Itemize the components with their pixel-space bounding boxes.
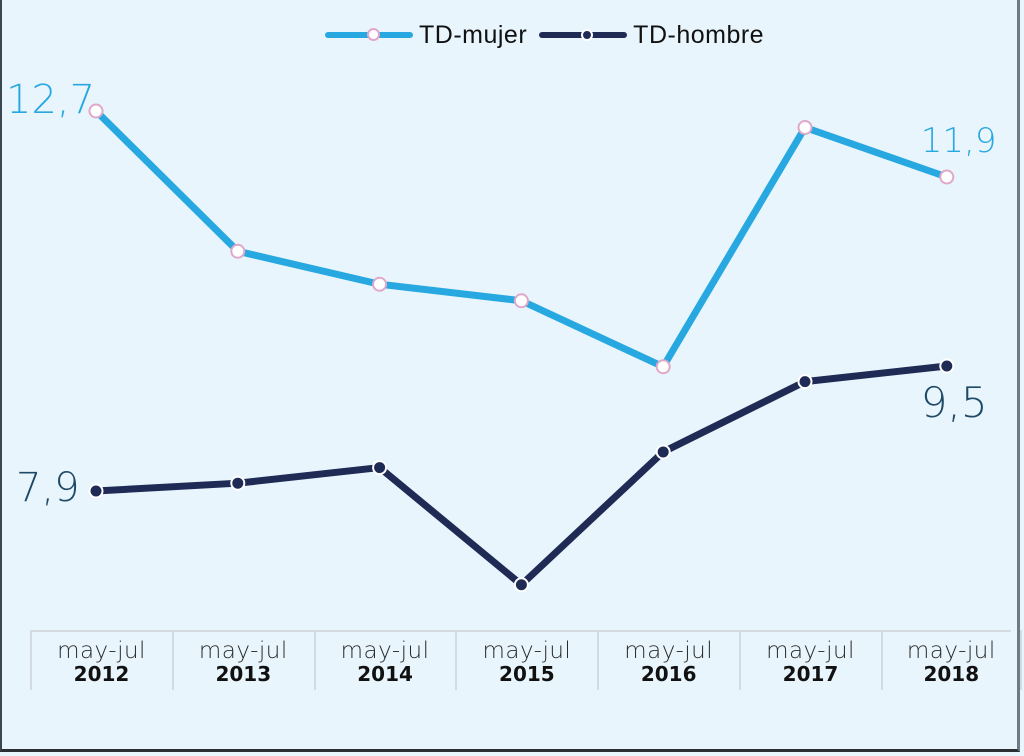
legend: TD-mujer TD-hombre [325, 18, 776, 52]
x-tick-year: 2012 [73, 662, 130, 686]
x-tick-label: may-jul 2012 [30, 630, 171, 690]
data-point[interactable] [230, 243, 246, 259]
x-tick-year: 2016 [640, 662, 697, 686]
x-tick-year: 2013 [215, 662, 272, 686]
data-point[interactable] [513, 577, 529, 593]
data-label: 12,7 [6, 77, 96, 123]
data-point[interactable] [939, 358, 955, 374]
data-point[interactable] [88, 103, 104, 119]
x-tick-year: 2015 [499, 662, 555, 686]
x-tick-year: 2018 [923, 662, 980, 686]
x-tick-period: may-jul [906, 638, 996, 664]
data-point[interactable] [655, 444, 671, 460]
x-tick-label: may-jul 2017 [739, 630, 880, 690]
x-tick-period: may-jul [624, 638, 714, 664]
x-tick-label: may-jul 2014 [313, 630, 455, 690]
legend-item-hombre[interactable]: TD-hombre [539, 21, 764, 50]
legend-line-marker-icon [539, 25, 628, 45]
legend-label: TD-hombre [633, 20, 765, 49]
data-point[interactable] [372, 460, 388, 476]
data-point[interactable] [939, 169, 955, 185]
data-point[interactable] [88, 483, 104, 499]
x-tick-label: may-jul 2018 [880, 630, 1022, 690]
x-tick-period: may-jul [482, 638, 572, 664]
data-point[interactable] [372, 276, 388, 292]
x-tick-period: may-jul [340, 638, 430, 664]
data-point[interactable] [655, 359, 671, 375]
x-axis-top-line [30, 630, 1011, 632]
data-point[interactable] [513, 293, 529, 309]
legend-line-marker-icon [325, 25, 413, 45]
data-label: 7,9 [16, 465, 80, 511]
x-tick-label: may-jul 2013 [171, 630, 313, 690]
series-line-TD-mujer [93, 108, 948, 371]
x-tick-period: may-jul [766, 638, 855, 664]
x-tick-period: may-jul [198, 638, 288, 664]
data-point[interactable] [797, 374, 813, 390]
data-label: 9,5 [920, 378, 988, 427]
data-point[interactable] [230, 475, 246, 491]
data-label: 11,9 [920, 121, 997, 161]
x-tick-label: may-jul 2015 [455, 630, 596, 690]
data-point[interactable] [797, 120, 813, 135]
x-tick-year: 2017 [782, 662, 839, 686]
x-tick-year: 2014 [357, 662, 413, 686]
x-tick-period: may-jul [57, 638, 146, 664]
legend-label: TD-mujer [419, 20, 528, 49]
legend-item-mujer[interactable]: TD-mujer [325, 21, 527, 50]
series-line-TD-hombre [95, 362, 948, 589]
x-tick-label: may-jul 2016 [597, 630, 738, 690]
